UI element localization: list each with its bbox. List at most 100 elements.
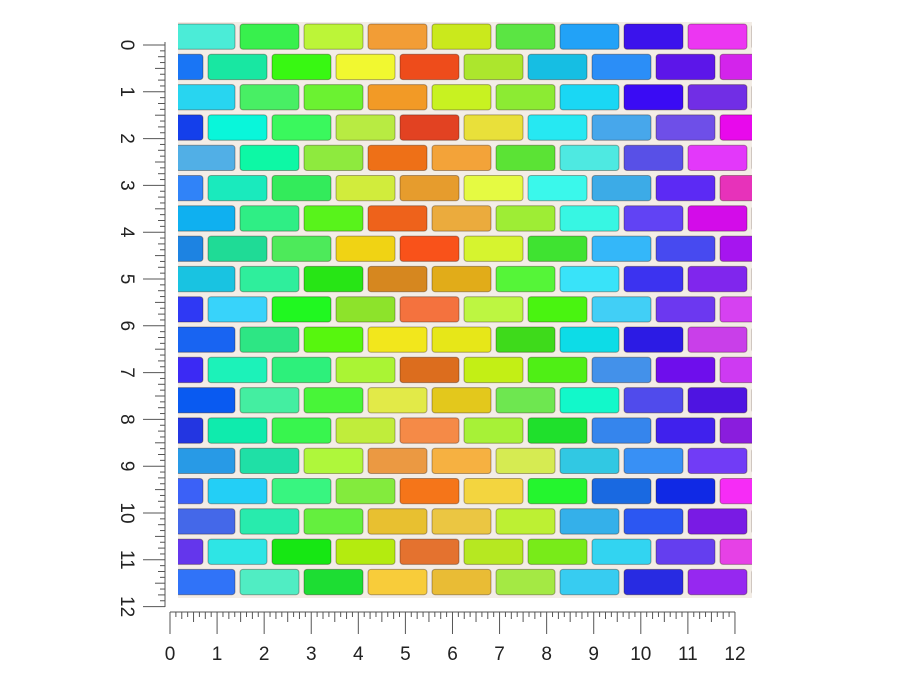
brick xyxy=(623,326,684,353)
brick xyxy=(559,23,620,50)
brick xyxy=(687,326,748,353)
brick xyxy=(367,326,428,353)
brick xyxy=(591,175,652,202)
brick xyxy=(559,568,620,596)
brick xyxy=(719,478,752,505)
brick xyxy=(527,175,588,202)
brick xyxy=(178,568,236,596)
ruler-label: 7 xyxy=(116,367,137,378)
brick xyxy=(591,356,652,384)
brick xyxy=(367,387,428,414)
brick xyxy=(751,146,752,170)
brick xyxy=(655,235,716,262)
brick xyxy=(655,538,716,565)
brick xyxy=(431,205,492,232)
brick xyxy=(559,508,620,535)
brick xyxy=(655,114,716,141)
brick xyxy=(495,447,556,475)
brick xyxy=(623,23,684,50)
brick xyxy=(623,205,684,232)
brick xyxy=(178,114,204,141)
brick xyxy=(623,144,684,171)
brick xyxy=(399,356,460,384)
brick xyxy=(431,508,492,535)
ruler-label: 0 xyxy=(165,644,176,665)
ruler-label: 1 xyxy=(116,87,137,98)
brick xyxy=(178,356,204,384)
brick xyxy=(399,53,460,81)
brick xyxy=(463,356,524,384)
ruler-label: 7 xyxy=(494,644,505,665)
brick xyxy=(303,387,364,414)
brick xyxy=(719,296,752,323)
ruler-label: 10 xyxy=(116,502,137,523)
brick xyxy=(207,114,268,141)
brick xyxy=(751,509,752,533)
brick xyxy=(367,23,428,50)
brick-pattern xyxy=(178,23,752,596)
brick xyxy=(463,296,524,323)
brick xyxy=(687,447,748,475)
brick xyxy=(687,265,748,293)
brick xyxy=(239,568,300,596)
brick xyxy=(559,265,620,293)
brick xyxy=(303,144,364,171)
brick xyxy=(527,296,588,323)
brick xyxy=(559,326,620,353)
brick xyxy=(271,478,332,505)
brick xyxy=(431,568,492,596)
brick xyxy=(367,144,428,171)
brick xyxy=(335,235,396,262)
ruler-label: 6 xyxy=(447,644,458,665)
brick xyxy=(207,53,268,81)
brick xyxy=(178,508,236,535)
brick xyxy=(178,387,236,414)
brick xyxy=(751,388,752,412)
brick xyxy=(687,205,748,232)
brick xyxy=(527,356,588,384)
brick xyxy=(178,296,204,323)
ruler-label: 9 xyxy=(116,461,137,472)
brick xyxy=(655,53,716,81)
brick xyxy=(367,205,428,232)
brick xyxy=(751,25,752,49)
brick xyxy=(751,206,752,230)
brick xyxy=(623,508,684,535)
brick xyxy=(239,144,300,171)
brick xyxy=(495,23,556,50)
brick xyxy=(303,447,364,475)
brick xyxy=(591,114,652,141)
ruler-label: 12 xyxy=(116,596,137,617)
brick xyxy=(178,144,236,171)
brick xyxy=(399,538,460,565)
brick xyxy=(178,478,204,505)
ruler-label: 5 xyxy=(116,274,137,285)
brick xyxy=(751,570,752,594)
brick xyxy=(495,326,556,353)
ruler-label: 4 xyxy=(353,644,364,665)
brick xyxy=(719,356,752,384)
brick xyxy=(271,235,332,262)
brick xyxy=(655,417,716,444)
brick xyxy=(399,296,460,323)
brick xyxy=(303,84,364,111)
brick xyxy=(591,538,652,565)
brick xyxy=(751,449,752,473)
brick xyxy=(431,447,492,475)
ruler-label: 12 xyxy=(724,644,745,665)
brick xyxy=(367,265,428,293)
brick xyxy=(239,205,300,232)
brick xyxy=(207,296,268,323)
brick xyxy=(431,144,492,171)
brick xyxy=(623,447,684,475)
brick xyxy=(367,447,428,475)
ruler-label: 9 xyxy=(588,644,599,665)
brick xyxy=(495,265,556,293)
brick xyxy=(559,387,620,414)
brick xyxy=(335,356,396,384)
brick xyxy=(687,144,748,171)
brick xyxy=(559,84,620,111)
brick xyxy=(271,417,332,444)
brick xyxy=(207,175,268,202)
brick xyxy=(623,265,684,293)
